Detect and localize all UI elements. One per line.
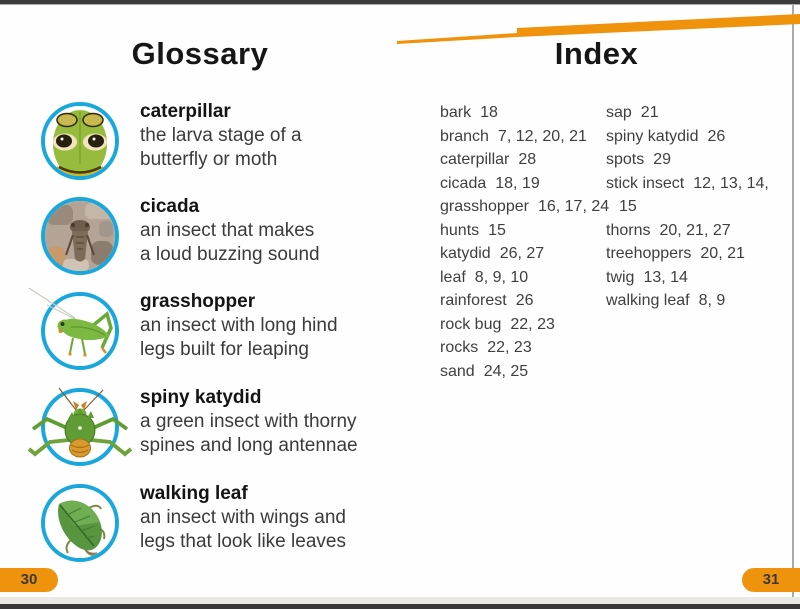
index-term: grasshopper bbox=[440, 198, 529, 215]
index-pages: 18, 19 bbox=[495, 174, 540, 192]
index-term: caterpillar bbox=[440, 151, 510, 168]
index-term: rocks bbox=[440, 339, 479, 356]
glossary-term: spiny katydid bbox=[140, 387, 262, 408]
caterpillar-photo-icon bbox=[41, 102, 119, 180]
index-entry: branch 7, 12, 20, 21 bbox=[440, 125, 625, 149]
index-term: spots bbox=[606, 151, 645, 168]
walking-leaf-photo-icon bbox=[41, 484, 119, 562]
index-entry: caterpillar 28 bbox=[440, 148, 625, 172]
index-pages: 26 bbox=[707, 127, 726, 145]
index-term: katydid bbox=[440, 245, 491, 262]
glossary-definition: a green insect with thorny spines and lo… bbox=[140, 411, 358, 456]
index-pages: 22, 23 bbox=[487, 339, 532, 356]
index-pages: 13, 14 bbox=[643, 268, 688, 286]
glossary-title: Glossary bbox=[131, 36, 269, 71]
index-pages: 12, 13, 14, 15 bbox=[619, 174, 769, 216]
index-pages: 20, 21, 27 bbox=[659, 221, 731, 239]
top-edge-shadow bbox=[0, 4, 800, 5]
index-term: bark bbox=[440, 104, 472, 121]
index-term: twig bbox=[606, 268, 635, 286]
index-term: sap bbox=[606, 104, 632, 121]
index-entry: cicada 18, 19 bbox=[440, 172, 625, 196]
cicada-photo-icon bbox=[41, 197, 119, 275]
index-entry: thorns 20, 21, 27 bbox=[606, 219, 776, 243]
index-term: rainforest bbox=[440, 292, 507, 309]
glossary-entry-walking-leaf: walking leaf an insect with wings and le… bbox=[0, 480, 400, 572]
index-term: thorns bbox=[606, 221, 651, 239]
grasshopper-photo-icon bbox=[28, 287, 119, 370]
index-pages: 18 bbox=[480, 104, 498, 121]
glossary-definition: an insect with long hind legs built for … bbox=[140, 315, 338, 360]
index-pages: 7, 12, 20, 21 bbox=[497, 127, 587, 145]
index-term: cicada bbox=[440, 174, 487, 192]
index-column-1: bark 18 branch 7, 12, 20, 21 caterpillar 28 ci… bbox=[440, 101, 625, 383]
index-entry: sap 21 bbox=[606, 101, 776, 125]
index-term: walking leaf bbox=[606, 292, 690, 309]
index-term: spiny katydid bbox=[606, 127, 699, 145]
top-edge-bar bbox=[0, 0, 800, 4]
index-term: sand bbox=[440, 362, 475, 380]
index-column-2: sap 21 spiny katydid 26 spots 29 stick insect 1… bbox=[606, 101, 776, 313]
page-number-left: 30 bbox=[0, 568, 58, 592]
index-pages: 15 bbox=[488, 221, 506, 239]
glossary-term: walking leaf bbox=[140, 483, 248, 504]
index-entry: bark 18 bbox=[440, 101, 625, 125]
glossary-entry-grasshopper: grasshopper an insect with long hind leg… bbox=[0, 287, 400, 380]
index-term: leaf bbox=[440, 268, 466, 286]
index-entry: leaf 8, 9, 10 bbox=[440, 266, 625, 290]
glossary-page: Glossary bbox=[0, 36, 400, 572]
index-entry: walking leaf 8, 9 bbox=[606, 289, 776, 313]
index-pages: 8, 9 bbox=[698, 292, 726, 309]
index-pages: 28 bbox=[518, 151, 537, 168]
index-entry: twig 13, 14 bbox=[606, 266, 776, 290]
index-entry: grasshopper 16, 17, 24 bbox=[440, 195, 625, 219]
index-pages: 22, 23 bbox=[510, 315, 555, 333]
glossary-entry-cicada: cicada an insect that makes a loud buzzi… bbox=[0, 193, 400, 285]
index-pages: 8, 9, 10 bbox=[474, 268, 529, 286]
index-term: rock bug bbox=[440, 315, 502, 333]
index-pages: 24, 25 bbox=[483, 362, 529, 380]
index-term: branch bbox=[440, 127, 489, 145]
spiny-katydid-photo-icon bbox=[27, 387, 133, 466]
page-edge-line bbox=[792, 5, 794, 597]
index-entry: rocks 22, 23 bbox=[440, 336, 625, 360]
index-entry: rock bug 22, 23 bbox=[440, 313, 625, 337]
index-term: hunts bbox=[440, 221, 480, 239]
index-pages: 21 bbox=[640, 104, 659, 121]
orange-swoosh-icon bbox=[397, 14, 800, 44]
index-entry: rainforest 26 bbox=[440, 289, 625, 313]
index-pages: 26, 27 bbox=[499, 245, 545, 262]
index-entry: treehoppers 20, 21 bbox=[606, 242, 776, 266]
index-entry: spiny katydid 26 bbox=[606, 125, 776, 149]
index-pages: 29 bbox=[653, 151, 672, 168]
glossary-definition: the larva stage of a butterfly or moth bbox=[140, 125, 302, 170]
index-page: Index bark 18 branch 7, 12, 20, 21 caterpill… bbox=[400, 0, 793, 609]
index-entry: sand 24, 25 bbox=[440, 360, 625, 384]
bottom-edge-bar bbox=[0, 604, 800, 609]
glossary-term: caterpillar bbox=[140, 101, 231, 122]
index-pages: 26 bbox=[515, 292, 534, 309]
index-title: Index bbox=[554, 36, 639, 71]
glossary-entry-caterpillar: caterpillar the larva stage of a butterf… bbox=[0, 98, 400, 190]
index-entry: hunts 15 bbox=[440, 219, 625, 243]
glossary-term: grasshopper bbox=[140, 291, 256, 312]
bottom-edge-shadow bbox=[0, 597, 800, 604]
index-entry: stick insect 12, 13, 14, 15 bbox=[606, 172, 776, 219]
glossary-definition: an insect that makes a loud buzzing soun… bbox=[140, 220, 320, 265]
index-term: stick insect bbox=[606, 174, 685, 192]
glossary-definition: an insect with wings and legs that look … bbox=[140, 507, 346, 552]
index-entry: spots 29 bbox=[606, 148, 776, 172]
glossary-term: cicada bbox=[140, 196, 200, 217]
index-entry: katydid 26, 27 bbox=[440, 242, 625, 266]
index-term: treehoppers bbox=[606, 245, 692, 262]
page-number-right: 31 bbox=[742, 568, 800, 592]
index-pages: 16, 17, 24 bbox=[537, 198, 610, 215]
glossary-entry-spiny-katydid: spiny katydid a green insect with thorny… bbox=[0, 384, 400, 476]
index-pages: 20, 21 bbox=[700, 245, 745, 262]
